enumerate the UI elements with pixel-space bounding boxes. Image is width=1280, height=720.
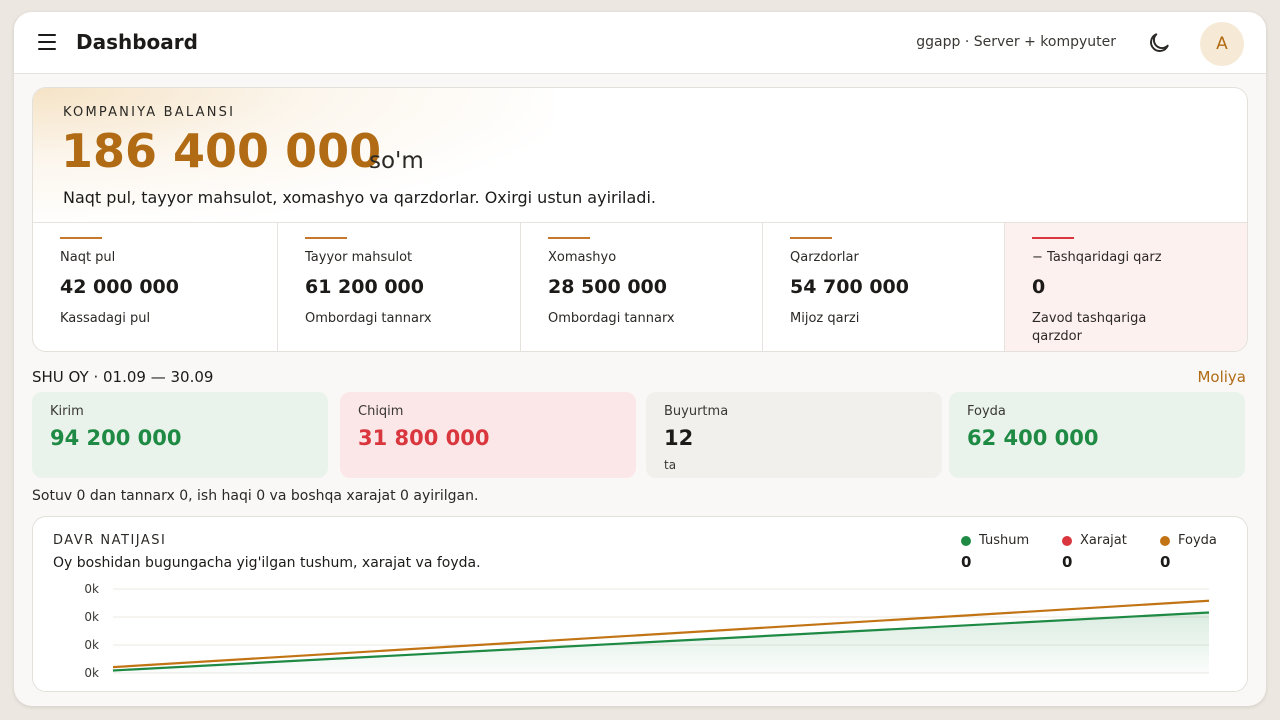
y-tick-label: 0k — [84, 582, 99, 596]
line-chart: 0k 0k 0k 0k — [84, 582, 1210, 680]
app-window: Dashboard ggapp · Server + kompyuter A K… — [14, 12, 1266, 706]
component-cash: Naqt pul 42 000 000 Kassadagi pul — [33, 223, 278, 351]
balance-glow — [33, 88, 553, 222]
stat-expense: Chiqim 31 800 000 — [340, 392, 636, 478]
accent-bar — [1032, 237, 1074, 239]
period-label: SHU OY · 01.09 — 30.09 — [32, 368, 214, 386]
component-label: Naqt pul — [60, 250, 116, 265]
component-raw-materials: Xomashyo 28 500 000 Ombordagi tannarx — [521, 223, 763, 351]
legend-value: 0 — [1062, 553, 1073, 571]
component-note: Mijoz qarzi — [790, 311, 860, 326]
y-tick-label: 0k — [84, 610, 99, 624]
legend-name: Tushum — [979, 533, 1030, 548]
stat-orders: Buyurtma 12 ta — [646, 392, 942, 478]
chart-subtitle: Oy boshidan bugungacha yig'ilgan tushum,… — [53, 555, 481, 571]
stat-value: 12 — [664, 426, 694, 450]
component-value: 61 200 000 — [305, 276, 424, 298]
chart-title: DAVR NATIJASI — [53, 533, 167, 548]
moon-icon[interactable] — [1146, 30, 1172, 56]
component-label: Qarzdorlar — [790, 250, 859, 265]
legend-dot — [1160, 536, 1170, 546]
balance-components: Naqt pul 42 000 000 Kassadagi pul Tayyor… — [33, 223, 1247, 351]
component-note: Ombordagi tannarx — [305, 311, 432, 326]
period-result-chart-card: DAVR NATIJASI Oy boshidan bugungacha yig… — [32, 516, 1248, 692]
component-label: Tayyor mahsulot — [305, 250, 413, 265]
legend-dot — [961, 536, 971, 546]
legend-name: Foyda — [1178, 533, 1217, 548]
component-note: Zavod tashqariga qarzdor — [1032, 311, 1147, 344]
top-bar: Dashboard ggapp · Server + kompyuter A — [14, 12, 1266, 74]
stat-profit: Foyda 62 400 000 — [949, 392, 1245, 478]
finance-link[interactable]: Moliya — [1197, 368, 1246, 386]
stat-label: Foyda — [967, 404, 1006, 419]
stat-label: Kirim — [50, 404, 84, 419]
avatar[interactable]: A — [1200, 22, 1244, 66]
legend-value: 0 — [1160, 553, 1171, 571]
page-title: Dashboard — [76, 30, 198, 54]
stat-value: 62 400 000 — [967, 426, 1099, 450]
component-value: 0 — [1032, 276, 1046, 298]
stat-income: Kirim 94 200 000 — [32, 392, 328, 478]
accent-bar — [305, 237, 347, 239]
component-debtors: Qarzdorlar 54 700 000 Mijoz qarzi — [763, 223, 1005, 351]
y-tick-label: 0k — [84, 666, 99, 680]
series-line-foyda — [112, 599, 1210, 669]
legend-value: 0 — [961, 553, 972, 571]
balance-amount: 186 400 000 — [61, 124, 382, 178]
stats-note: Sotuv 0 dan tannarx 0, ish haqi 0 va bos… — [32, 488, 479, 504]
hamburger-menu-icon[interactable] — [38, 34, 56, 50]
component-value: 28 500 000 — [548, 276, 667, 298]
y-tick-label: 0k — [84, 638, 99, 652]
stat-label: Buyurtma — [664, 404, 729, 419]
stat-label: Chiqim — [358, 404, 404, 419]
accent-bar — [60, 237, 102, 239]
legend-dot — [1062, 536, 1072, 546]
stat-value: 31 800 000 — [358, 426, 490, 450]
component-finished-goods: Tayyor mahsulot 61 200 000 Ombordagi tan… — [278, 223, 521, 351]
accent-bar — [790, 237, 832, 239]
stat-value: 94 200 000 — [50, 426, 182, 450]
balance-currency: so'm — [369, 148, 424, 174]
component-external-debt: − Tashqaridagi qarz 0 Zavod tashqariga q… — [1005, 223, 1247, 351]
divider — [33, 222, 1247, 223]
component-value: 42 000 000 — [60, 276, 179, 298]
balance-description: Naqt pul, tayyor mahsulot, xomashyo va q… — [63, 188, 656, 207]
component-note: Ombordagi tannarx — [548, 311, 675, 326]
company-balance-card: KOMPANIYA BALANSI 186 400 000 so'm Naqt … — [32, 87, 1248, 352]
accent-bar — [548, 237, 590, 239]
balance-label: KOMPANIYA BALANSI — [63, 105, 236, 120]
component-label: Xomashyo — [548, 250, 617, 265]
component-value: 54 700 000 — [790, 276, 909, 298]
workspace-context: ggapp · Server + kompyuter — [916, 34, 1116, 50]
component-note: Kassadagi pul — [60, 311, 151, 326]
stat-unit: ta — [664, 458, 677, 472]
legend-name: Xarajat — [1080, 533, 1127, 548]
component-label: − Tashqaridagi qarz — [1032, 250, 1162, 265]
series-line-tushum — [112, 611, 1210, 672]
